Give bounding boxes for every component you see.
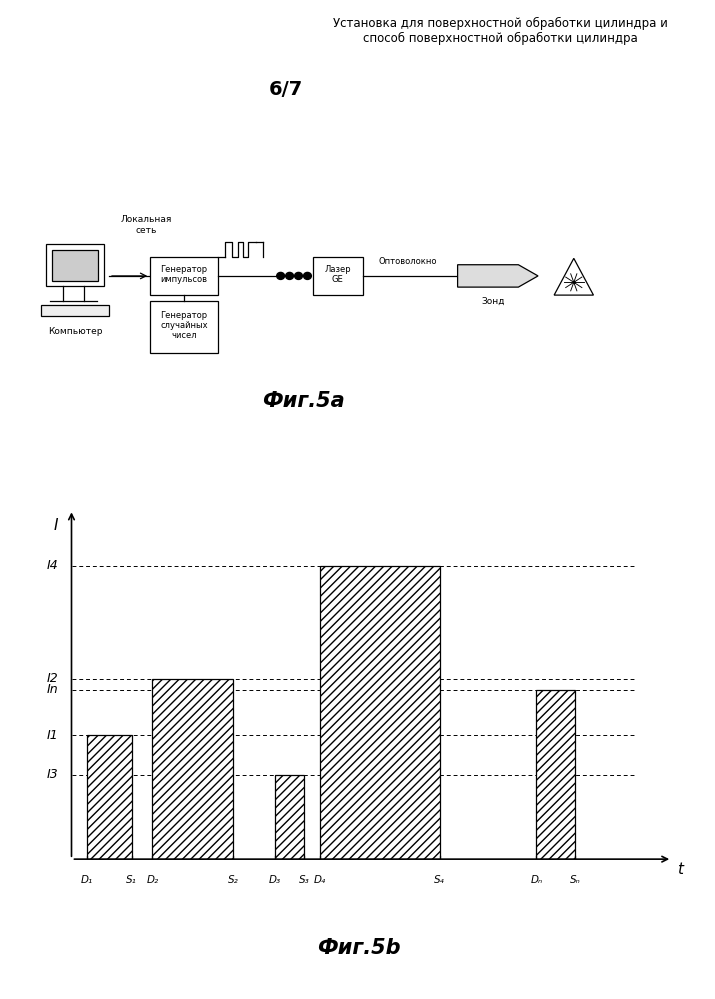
Text: S₂: S₂ <box>228 875 239 885</box>
Text: Генератор
случайных
чисел: Генератор случайных чисел <box>160 311 208 341</box>
Text: t: t <box>677 862 684 877</box>
Text: Компьютер: Компьютер <box>48 327 102 336</box>
Bar <box>150 302 218 353</box>
Bar <box>536 690 576 859</box>
Bar <box>41 305 109 316</box>
Bar <box>152 678 233 859</box>
Text: S₁: S₁ <box>126 875 137 885</box>
Circle shape <box>277 273 285 280</box>
Bar <box>52 251 99 281</box>
Text: D₃: D₃ <box>269 875 281 885</box>
Text: D₄: D₄ <box>313 875 325 885</box>
Text: I4: I4 <box>46 559 59 572</box>
Text: Установка для поверхностной обработки цилиндра и
способ поверхностной обработки : Установка для поверхностной обработки ци… <box>333 17 668 45</box>
Bar <box>275 774 304 859</box>
Text: In: In <box>46 683 59 696</box>
Bar <box>150 257 218 295</box>
Text: I1: I1 <box>46 728 59 741</box>
Bar <box>313 257 363 295</box>
Text: D₁: D₁ <box>81 875 93 885</box>
Polygon shape <box>554 259 593 295</box>
Text: Sₙ: Sₙ <box>570 875 581 885</box>
Text: I3: I3 <box>46 768 59 781</box>
Circle shape <box>285 273 293 280</box>
Text: Dₙ: Dₙ <box>531 875 543 885</box>
Text: Локальная
сеть: Локальная сеть <box>121 215 172 235</box>
Text: S₄: S₄ <box>434 875 445 885</box>
Circle shape <box>303 273 312 280</box>
Polygon shape <box>458 265 538 287</box>
Text: Фиг.5b: Фиг.5b <box>317 938 400 958</box>
Text: Генератор
импульсов: Генератор импульсов <box>161 265 207 284</box>
Bar <box>87 735 132 859</box>
Text: I2: I2 <box>46 672 59 685</box>
Text: Зонд: Зонд <box>482 297 505 306</box>
Text: Лазер
GE: Лазер GE <box>325 265 351 284</box>
Text: D₂: D₂ <box>147 875 159 885</box>
Text: Оптоволокно: Оптоволокно <box>378 258 437 267</box>
Bar <box>46 244 104 286</box>
Text: 6/7: 6/7 <box>269 80 303 99</box>
Circle shape <box>295 273 302 280</box>
Text: Фиг.5a: Фиг.5a <box>262 391 345 411</box>
Bar <box>320 565 440 859</box>
Text: I: I <box>54 517 59 532</box>
Text: S₃: S₃ <box>299 875 310 885</box>
